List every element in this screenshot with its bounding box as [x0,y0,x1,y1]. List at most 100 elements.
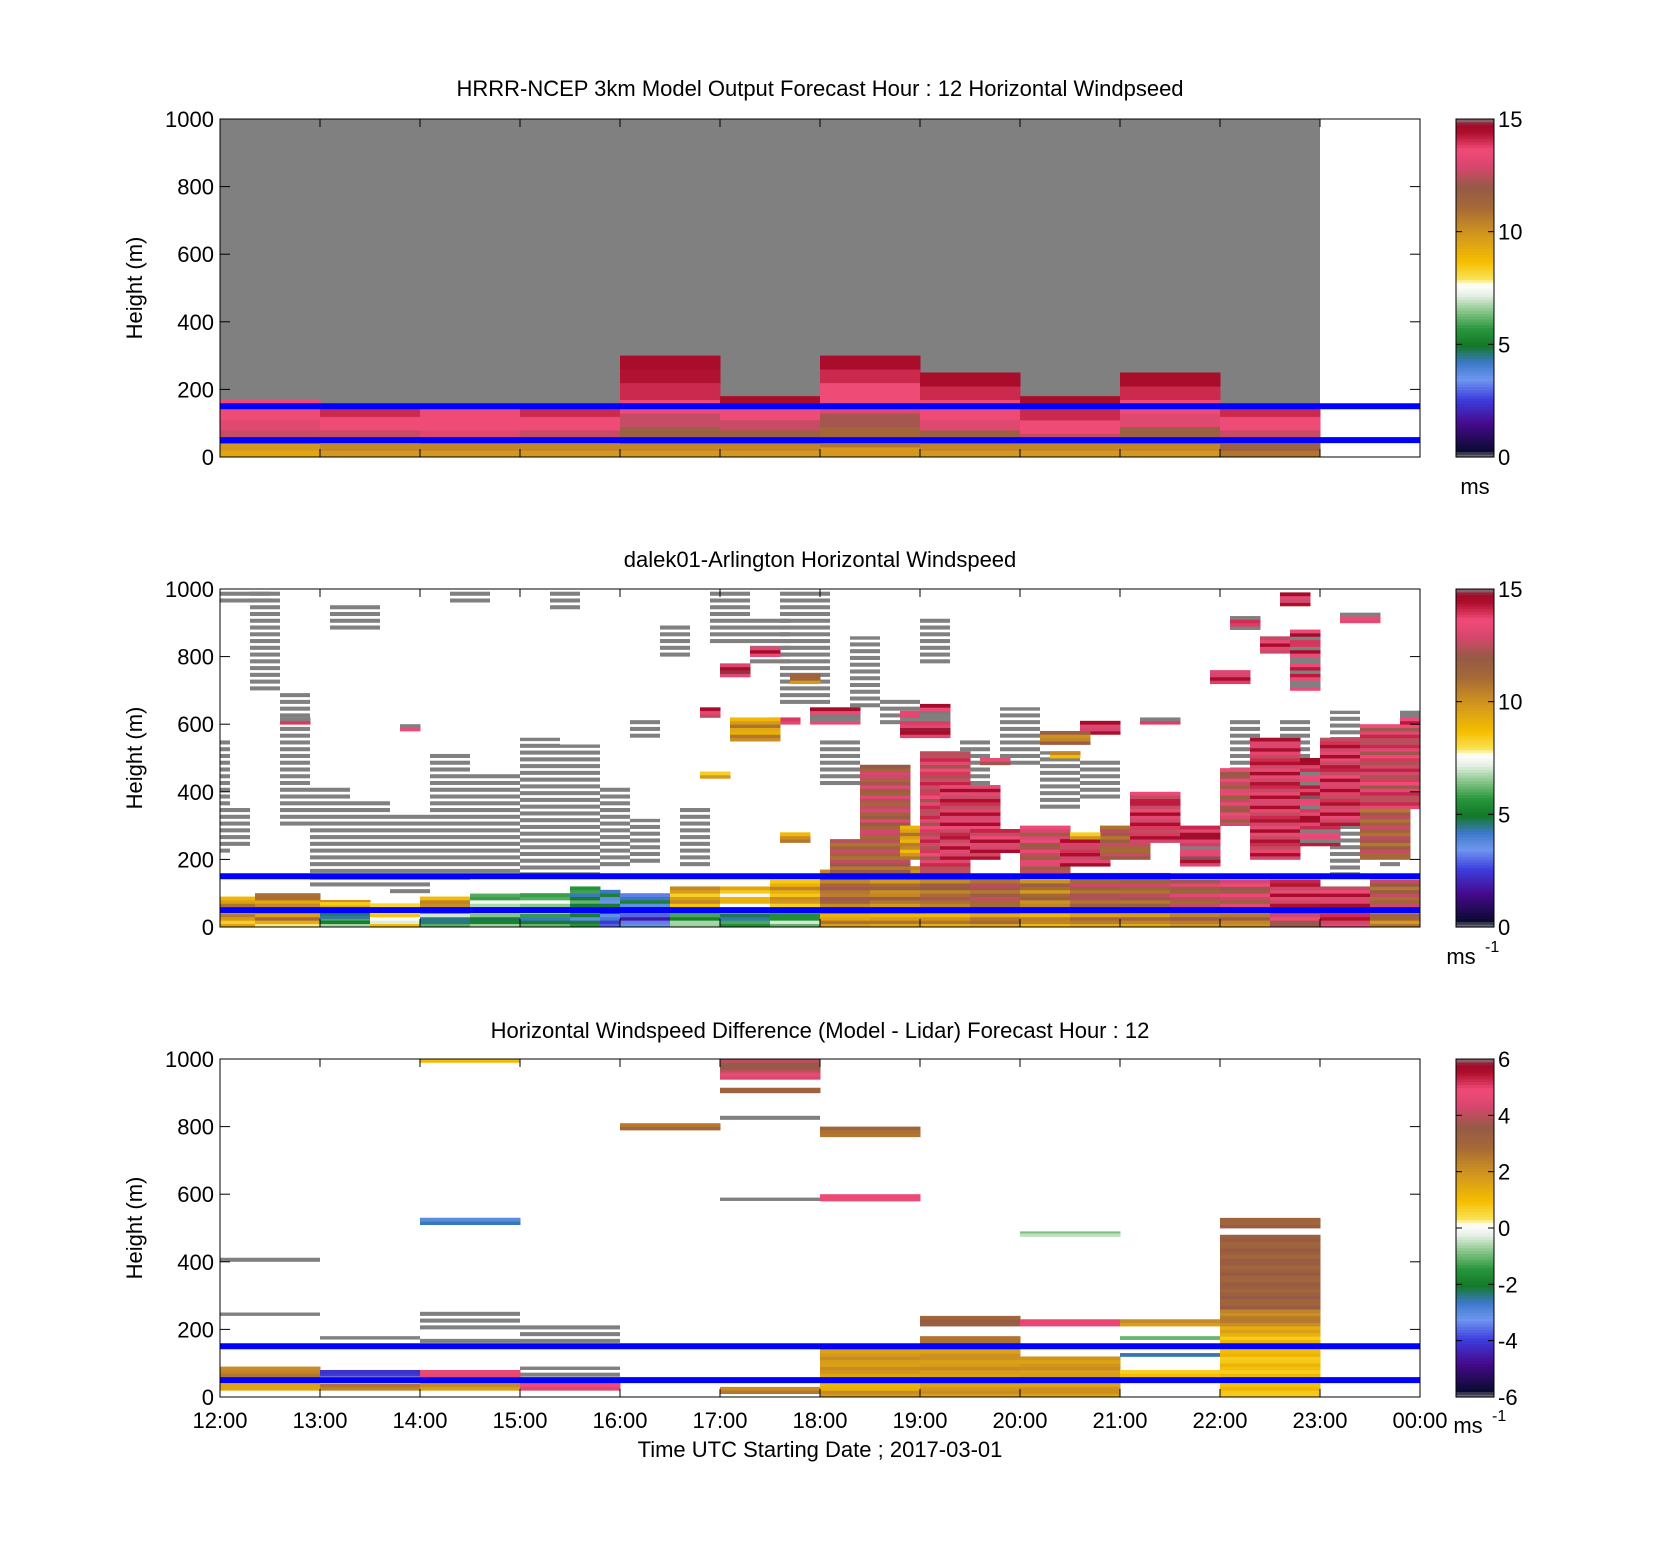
heatmap-cell [1320,768,1381,772]
heatmap-cell [1320,801,1381,806]
missing-data-cell [390,862,430,867]
heatmap-cell [1220,1255,1321,1259]
missing-data-cell [280,713,310,718]
heatmap-cell [1320,815,1381,820]
heatmap-cell [600,916,621,921]
heatmap-cell [820,355,921,370]
missing-data-cell [820,760,860,765]
colorbar-swatch [1456,1256,1494,1260]
missing-data-cell [520,777,560,782]
colorbar-swatch [1456,741,1494,745]
heatmap-cell [470,889,521,894]
heatmap-cell [1320,818,1381,823]
colorbar-swatch [1456,718,1494,722]
heatmap-cell [1140,720,1181,725]
heatmap-cell [1220,1356,1321,1361]
heatmap-cell [1250,751,1301,756]
heatmap-cell [220,419,321,431]
heatmap-cell [1040,737,1091,742]
heatmap-cell [1120,896,1171,901]
heatmap-cell [1020,913,1071,918]
heatmap-cell [670,920,721,925]
colorbar-swatch [1456,127,1494,131]
heatmap-cell [920,1393,1021,1398]
colorbar-swatch [1456,1157,1494,1161]
heatmap-cell [1070,923,1121,928]
heatmap-cell [370,903,421,908]
heatmap-cell [1070,899,1121,904]
colorbar-swatch [1456,890,1494,894]
missing-data-cell [1330,831,1360,836]
missing-data-cell [820,774,860,779]
missing-data-cell [330,611,380,617]
heatmap-cell [770,883,821,887]
heatmap-cell [1130,825,1181,830]
heatmap-cell [1290,676,1321,681]
heatmap-cell [1370,903,1421,908]
heatmap-cell [1290,659,1321,664]
heatmap-cell [1360,764,1421,769]
heatmap-cell [1220,1383,1321,1388]
colorbar-swatch [1456,870,1494,875]
colorbar-swatch [1456,1349,1494,1353]
heatmap-cell [1320,812,1381,816]
heatmap-cell [470,923,521,928]
heatmap-cell [770,916,821,921]
heatmap-cell [830,849,911,854]
heatmap-cell [1220,920,1271,925]
colorbar-swatch [1456,327,1494,331]
heatmap-cell [470,896,521,901]
heatmap-cell [1220,805,1271,810]
colorbar-swatch [1456,786,1494,790]
heatmap-cell [920,751,971,756]
heatmap-cell [1300,835,1341,840]
heatmap-cell [1290,653,1321,657]
colorbar-swatch [1456,296,1494,300]
missing-data-cell [430,808,470,813]
colorbar-swatch [1456,1106,1494,1111]
heatmap-cell [1220,443,1321,451]
colorbar-swatch [1456,1073,1494,1077]
colorbar-swatch [1456,766,1494,770]
missing-data-cell [600,794,630,799]
heatmap-cell [1020,886,1071,891]
heatmap-cell [830,859,911,864]
colorbar-swatch [1456,197,1494,202]
colorbar-swatch [1456,1132,1494,1136]
heatmap-cell [1180,825,1221,830]
colorbar-swatch [1456,1318,1494,1322]
colorbar-swatch [1456,364,1494,368]
heatmap-cell [1220,1295,1321,1300]
colorbar-swatch [1456,893,1494,897]
heatmap-cell [1170,879,1221,884]
heatmap-cell [770,720,801,725]
colorbar-swatch [1456,1309,1494,1314]
colorbar-swatch [1456,186,1494,191]
colorbar-swatch [1456,1168,1494,1173]
missing-data-cell [780,605,830,610]
heatmap-cell [920,1336,1021,1340]
heatmap-cell [1130,791,1181,796]
heatmap-cell [520,920,571,925]
missing-data-cell [1040,804,1080,809]
heatmap-cell [370,913,421,918]
heatmap-cell [520,896,571,901]
colorbar-swatch [1456,924,1494,928]
colorbar-swatch [1456,848,1494,852]
heatmap-cell [320,406,421,417]
missing-data-cell [600,835,630,840]
heatmap-cell [1120,899,1171,904]
heatmap-cell [920,443,1021,451]
colorbar-swatch [1456,828,1494,832]
heatmap-cell [1220,1241,1321,1246]
heatmap-cell [1270,920,1321,925]
missing-data-cell [820,740,860,745]
heatmap-cell [320,416,421,431]
heatmap-cell [1020,835,1071,840]
colorbar-swatch [1456,366,1494,371]
colorbar-swatch [1456,383,1494,388]
heatmap-cell [1100,835,1151,840]
heatmap-cell [1020,1369,1121,1374]
colorbar-tick-label: -6 [1498,1385,1518,1410]
